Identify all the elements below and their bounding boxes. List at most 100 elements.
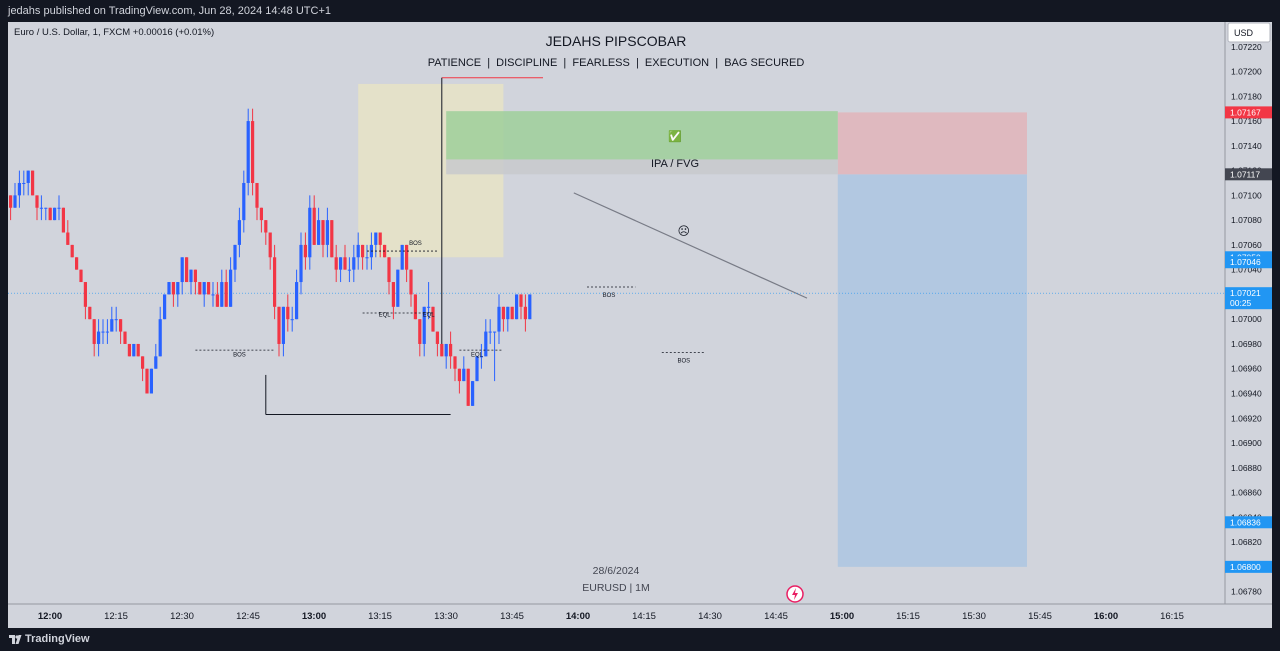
candle [440, 343, 444, 357]
candle [334, 244, 338, 283]
candle [321, 220, 325, 258]
price-axis[interactable]: 1.07220 1.07200 1.07180 1.07160 1.07140 1.071… [1225, 42, 1272, 597]
candle [189, 269, 193, 295]
stop-zone [837, 112, 1027, 175]
candle [246, 108, 250, 196]
tradingview-brand[interactable]: TradingView [25, 633, 90, 645]
candle-body [444, 343, 448, 357]
candle [22, 170, 26, 196]
candle [519, 294, 523, 320]
candle [207, 282, 211, 295]
price-label-text: 1.07021 [1230, 288, 1261, 298]
candle-body [75, 257, 79, 270]
candle [26, 170, 30, 196]
candle-body [246, 121, 250, 183]
candle [229, 257, 233, 307]
candle [286, 294, 290, 332]
candle-body [523, 306, 527, 320]
candle [479, 343, 483, 369]
candle [308, 195, 312, 270]
candle-body [233, 244, 237, 270]
candle [193, 269, 197, 295]
candle-body [321, 220, 325, 245]
candle-body [176, 282, 180, 295]
time-tick-label: 15:00 [830, 611, 854, 622]
candle-body [295, 282, 299, 320]
candle [299, 232, 303, 295]
candle [61, 207, 65, 233]
candle-body [501, 306, 505, 320]
candle [405, 244, 409, 283]
price-label-text: 1.06800 [1230, 562, 1261, 572]
tradingview-logo-icon[interactable] [8, 632, 22, 646]
candle [339, 257, 343, 283]
candle-body [286, 306, 290, 320]
candle [180, 257, 184, 295]
candle-body [167, 282, 171, 295]
candle-body [207, 282, 211, 295]
candle-body [158, 319, 162, 357]
plot-background [8, 22, 1225, 604]
time-tick-label: 14:15 [632, 611, 656, 622]
time-tick-label: 12:30 [170, 611, 194, 622]
candle [211, 282, 215, 307]
candle-body [440, 343, 444, 357]
candle-body [479, 356, 483, 358]
candle [185, 257, 189, 283]
candle-body [66, 232, 70, 245]
candle [35, 195, 39, 221]
candle [57, 195, 61, 221]
price-label-text: 1.07117 [1230, 169, 1260, 179]
candle [220, 269, 224, 307]
candle-body [105, 331, 109, 333]
price-label-text: 1.07046 [1230, 257, 1261, 267]
time-tick-label: 12:00 [38, 611, 62, 622]
candle [145, 368, 149, 394]
candle-body [519, 294, 523, 307]
candle-body [127, 343, 131, 357]
price-tick-label: 1.07200 [1231, 67, 1262, 77]
candle [233, 244, 237, 283]
candle [475, 356, 479, 382]
candle [435, 331, 439, 357]
price-label-badge [1225, 560, 1272, 573]
candle [110, 306, 114, 332]
annotation-label: BOS [409, 241, 422, 247]
price-chart[interactable]: IPA / FVG BOS EQL EQL EQL BOS BOS BOS ☹ ✅ 1.07220… [8, 22, 1272, 628]
time-axis[interactable]: 12:00 12:15 12:30 12:45 13:00 13:15 13:30 13:45… [38, 611, 1184, 622]
candle-body [506, 306, 510, 320]
annotations-layer: IPA / FVG BOS EQL EQL EQL BOS BOS BOS ☹ ✅ [195, 130, 706, 365]
price-tick-label: 1.06860 [1231, 488, 1262, 498]
time-tick-label: 15:45 [1028, 611, 1052, 622]
date-label: 28/6/2024 [593, 565, 640, 577]
candle [39, 195, 43, 221]
candle-body [352, 257, 356, 270]
price-tick-label: 1.06880 [1231, 463, 1262, 473]
candle-body [471, 381, 475, 406]
candle [242, 170, 246, 233]
candle [127, 343, 131, 357]
publish-info: jedahs published on TradingView.com, Jun… [8, 5, 331, 17]
price-tick-label: 1.07060 [1231, 240, 1262, 250]
candle-body [110, 319, 114, 332]
candle [400, 244, 404, 270]
candle [163, 294, 167, 320]
candle [515, 294, 519, 320]
candle [325, 207, 329, 258]
candle-body [264, 220, 268, 233]
candle-body [31, 170, 35, 196]
currency-button[interactable] [1227, 22, 1271, 43]
candle [83, 282, 87, 320]
candle-body [17, 182, 21, 196]
candle-body [339, 257, 343, 270]
candle-body [39, 207, 43, 209]
candle-body [53, 207, 57, 221]
candle-body [220, 282, 224, 307]
candle-body [193, 269, 197, 283]
time-tick-label: 14:30 [698, 611, 722, 622]
candle [422, 306, 426, 357]
candle [66, 220, 70, 245]
fvg-strip [446, 159, 838, 175]
candle-body [330, 220, 334, 258]
candle-body [79, 269, 83, 283]
